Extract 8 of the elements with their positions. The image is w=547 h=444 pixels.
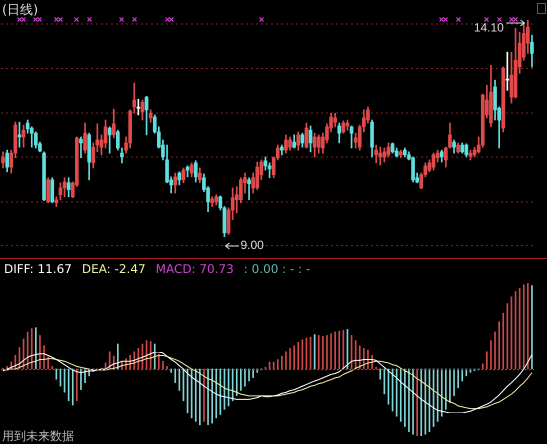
annotation: 用到未来数据 bbox=[2, 429, 74, 444]
annotation: 14.10 bbox=[474, 20, 504, 35]
chart-title: (日线) bbox=[2, 2, 38, 19]
text: DEA: -2.47 bbox=[82, 262, 146, 276]
text: MACD: 70.73 bbox=[156, 262, 234, 276]
text: : 0.00 : - : - bbox=[244, 262, 310, 276]
text: DIFF: 11.67 bbox=[4, 262, 72, 276]
text: 9.00 bbox=[240, 238, 264, 252]
